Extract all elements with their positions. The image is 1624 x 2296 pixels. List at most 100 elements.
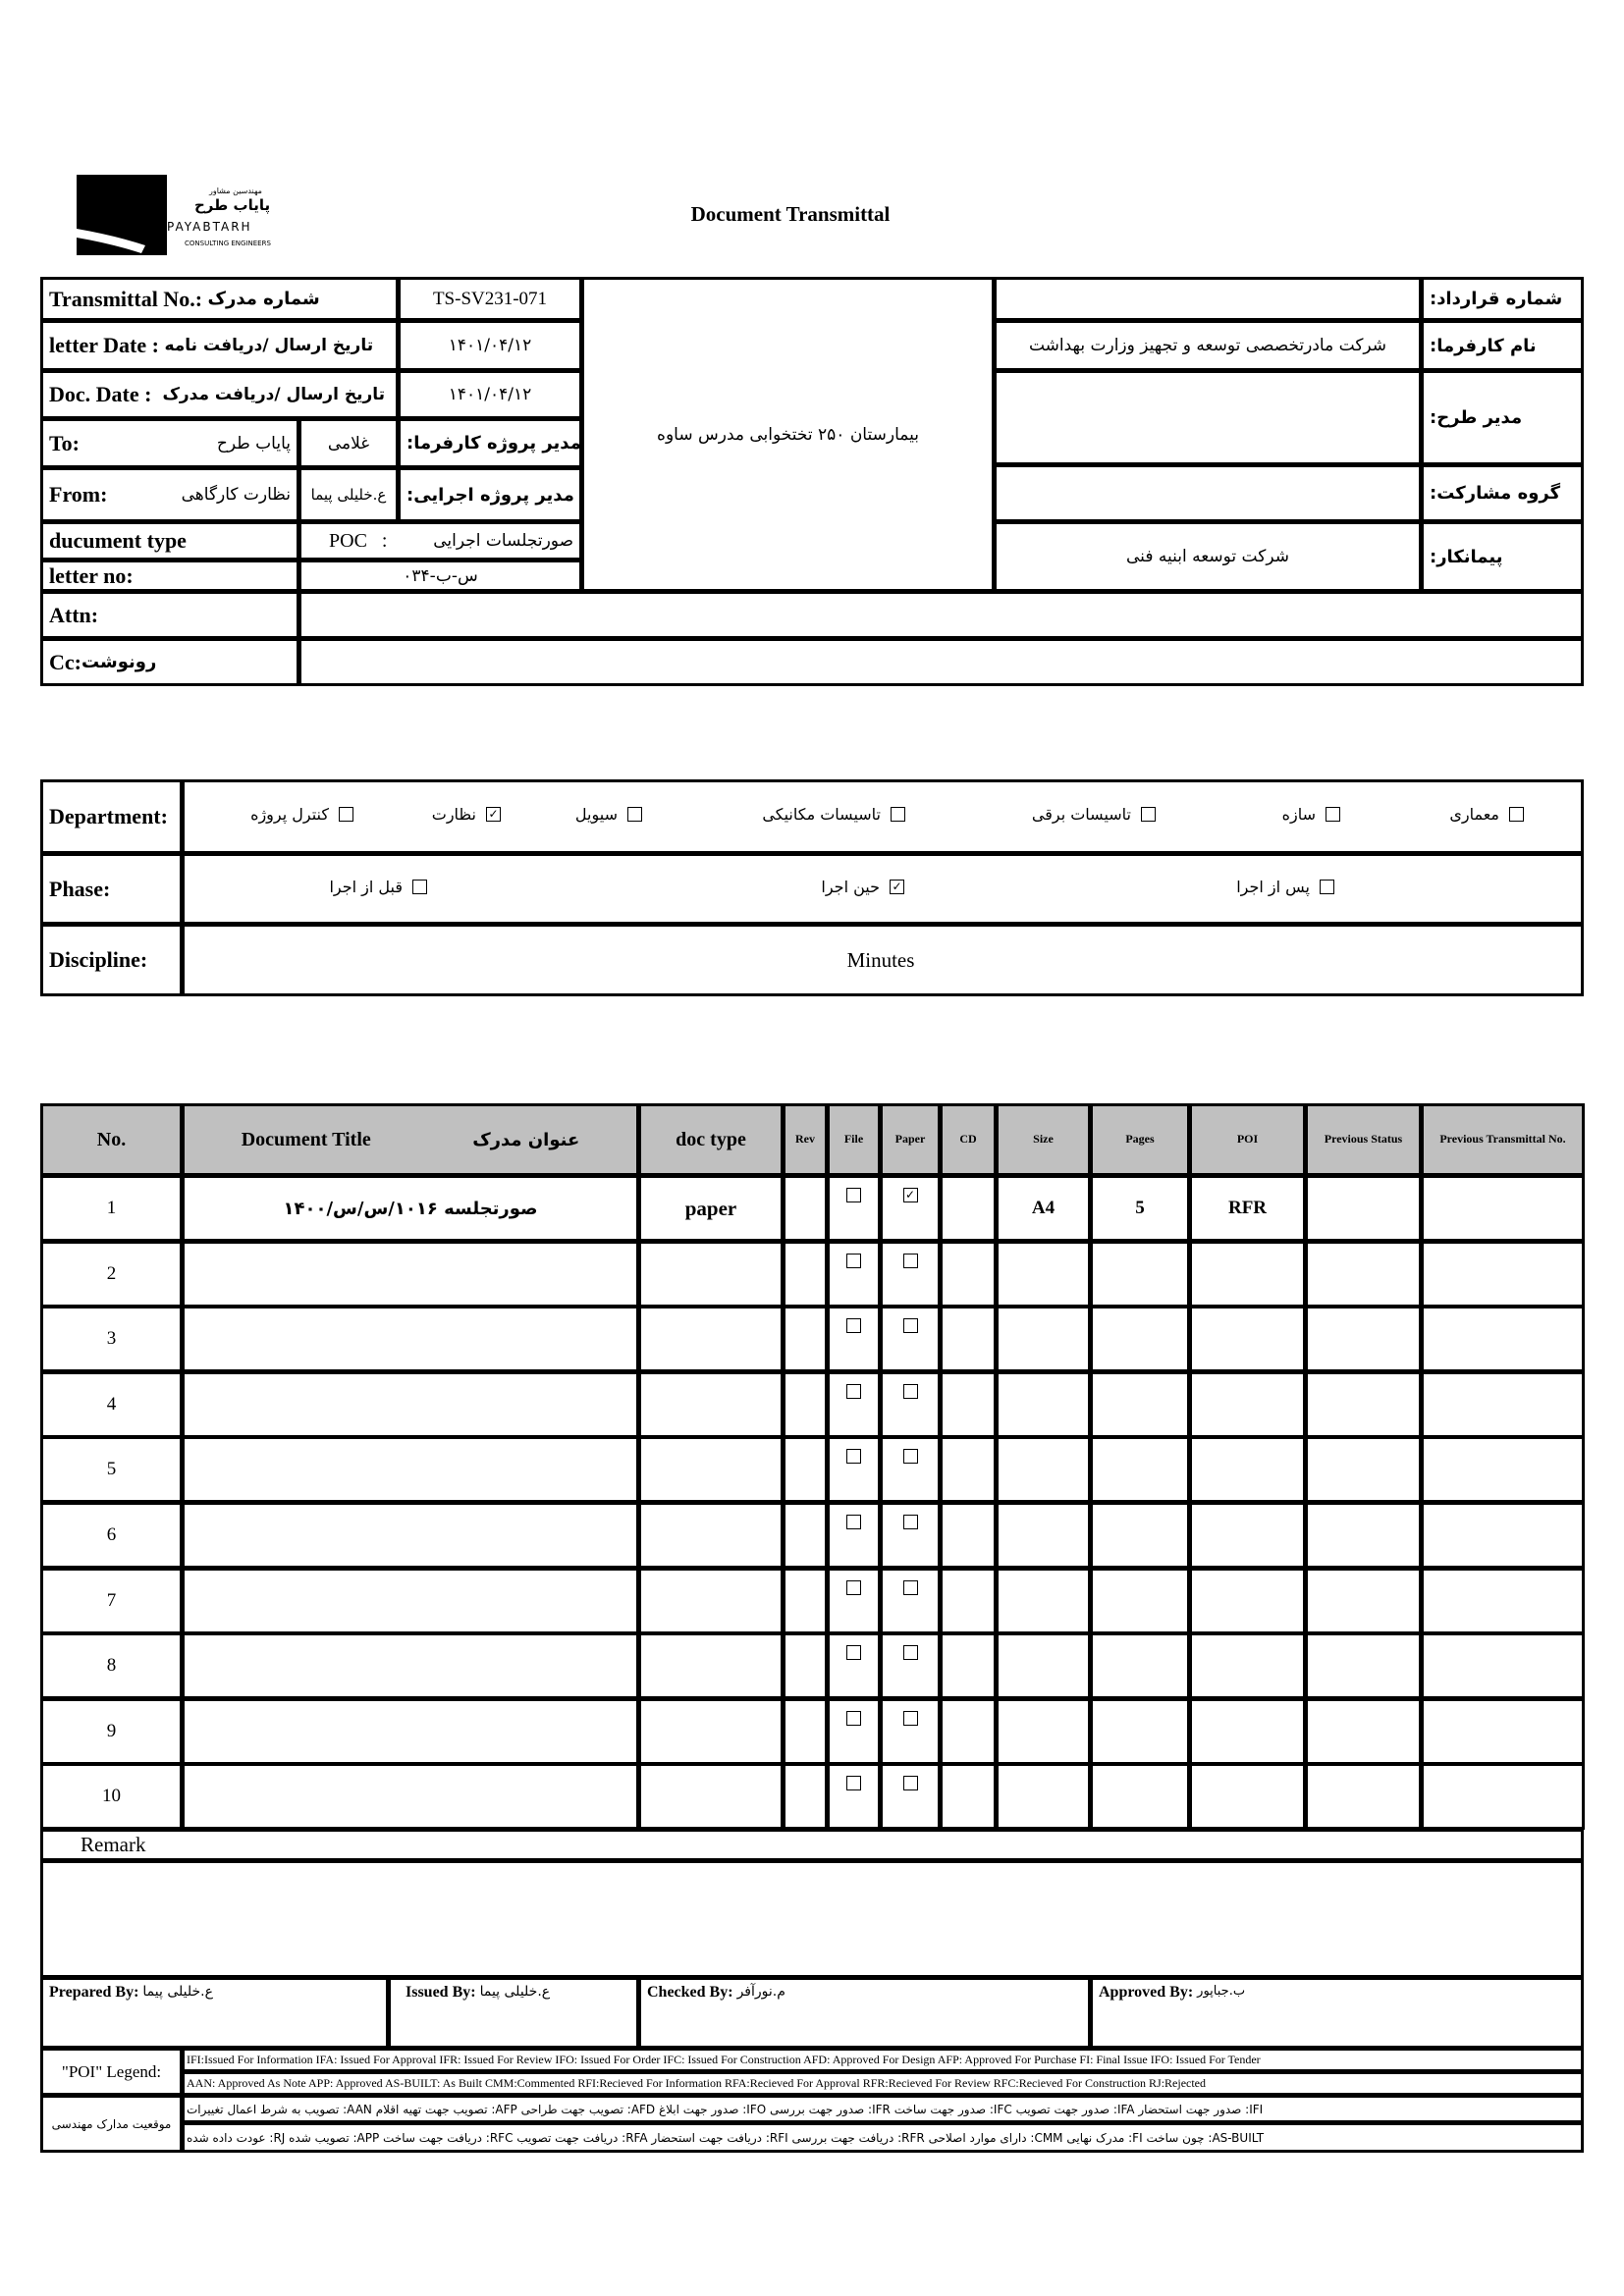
checkbox-icon[interactable] [902, 1384, 918, 1399]
row-4-prev-status [1305, 1371, 1422, 1438]
checkbox-icon[interactable] [1141, 807, 1156, 822]
checkbox-icon[interactable] [846, 1645, 861, 1660]
row-10-paper[interactable] [880, 1763, 941, 1830]
row-3-size [996, 1306, 1091, 1372]
to-label: To: پایاب طرح [40, 418, 299, 468]
department-option[interactable]: کنترل پروژه [250, 805, 353, 824]
checkbox-icon[interactable] [846, 1776, 861, 1790]
row-7-pages [1090, 1568, 1190, 1634]
poi-legend-fa-line-1: IFI: صدور جهت استحضار IFA: صدور جهت تصوی… [182, 2095, 1584, 2123]
row-8-paper[interactable] [880, 1632, 941, 1699]
department-option[interactable]: ✓ نظارت [432, 805, 501, 824]
row-7-paper[interactable] [880, 1568, 941, 1634]
issued-name: ع.خلیلی پیما [479, 1984, 551, 2000]
row-3-doc-type [638, 1306, 784, 1372]
row-5-file[interactable] [827, 1436, 881, 1503]
plan-manager-value [994, 370, 1422, 465]
row-10-poi [1189, 1763, 1306, 1830]
exec-pm-label: مدیر پروژه اجرایی: [398, 467, 582, 522]
doc-date-label: Doc. Date : تاریخ ارسال /دریافت مدرک [40, 370, 399, 419]
row-7-no: 7 [40, 1568, 183, 1634]
checkbox-icon[interactable] [846, 1449, 861, 1464]
checkbox-icon[interactable] [902, 1254, 918, 1268]
row-2-pages [1090, 1241, 1190, 1308]
row-9-paper[interactable] [880, 1698, 941, 1765]
checkbox-checked-icon[interactable]: ✓ [486, 807, 501, 822]
row-3-file[interactable] [827, 1306, 881, 1372]
row-8-file[interactable] [827, 1632, 881, 1699]
row-4-file[interactable] [827, 1371, 881, 1438]
checkbox-icon[interactable] [846, 1254, 861, 1268]
checkbox-icon[interactable] [902, 1449, 918, 1464]
department-option[interactable]: تاسیسات مکانیکی [762, 805, 905, 824]
checkbox-icon[interactable] [902, 1711, 918, 1726]
row-6-prev-transmittal [1421, 1502, 1585, 1569]
checkbox-icon[interactable] [846, 1188, 861, 1202]
checkbox-checked-icon[interactable]: ✓ [902, 1188, 918, 1202]
checkbox-icon[interactable] [891, 807, 905, 822]
label-en: Cc: [49, 649, 81, 674]
row-9-file[interactable] [827, 1698, 881, 1765]
department-option[interactable]: سیویل [575, 805, 642, 824]
row-2-prev-status [1305, 1241, 1422, 1308]
row-10-file[interactable] [827, 1763, 881, 1830]
row-8-title [182, 1632, 639, 1699]
logo-en-name: PAYABTARH [167, 220, 252, 234]
row-6-file[interactable] [827, 1502, 881, 1569]
checkbox-icon[interactable] [846, 1318, 861, 1333]
prepared-label: Prepared By: [49, 1984, 139, 2001]
row-5-paper[interactable] [880, 1436, 941, 1503]
row-9-prev-status [1305, 1698, 1422, 1765]
checkbox-icon[interactable] [846, 1580, 861, 1595]
phase-option[interactable]: قبل از اجرا [329, 878, 427, 896]
checkbox-icon[interactable] [627, 807, 642, 822]
row-3-paper[interactable] [880, 1306, 941, 1372]
checkbox-icon[interactable] [846, 1384, 861, 1399]
department-option-label: کنترل پروژه [250, 805, 329, 824]
attn-field[interactable] [298, 591, 1584, 639]
department-option[interactable]: سازه [1282, 805, 1340, 824]
label-en: letter Date : [49, 333, 159, 357]
checkbox-icon[interactable] [1509, 807, 1524, 822]
issued-by: Issued By: ع.خلیلی پیما [388, 1977, 639, 2049]
label-en: Transmittal No.: [49, 286, 203, 311]
poi-legend-fa-line-2: AS-BUILT: چون ساخت FI: مدرک نهایی CMM: د… [182, 2122, 1584, 2153]
checkbox-icon[interactable] [902, 1580, 918, 1595]
phase-option[interactable]: ✓ حین اجرا [821, 878, 904, 896]
row-2-paper[interactable] [880, 1241, 941, 1308]
row-5-title [182, 1436, 639, 1503]
checkbox-icon[interactable] [1326, 807, 1340, 822]
checkbox-icon[interactable] [902, 1645, 918, 1660]
checkbox-checked-icon[interactable]: ✓ [890, 880, 904, 894]
row-10-title [182, 1763, 639, 1830]
row-1-file[interactable] [827, 1175, 881, 1242]
row-1-paper[interactable]: ✓ [880, 1175, 941, 1242]
row-2-rev [783, 1241, 828, 1308]
row-6-paper[interactable] [880, 1502, 941, 1569]
department-option-label: سیویل [574, 805, 618, 824]
row-7-prev-status [1305, 1568, 1422, 1634]
row-7-prev-transmittal [1421, 1568, 1585, 1634]
remark-field[interactable] [40, 1860, 1584, 1978]
checkbox-icon[interactable] [902, 1776, 918, 1790]
row-7-file[interactable] [827, 1568, 881, 1634]
cc-field[interactable] [298, 638, 1584, 686]
poi-legend-line-2: AAN: Approved As Note APP: Approved AS-B… [182, 2071, 1584, 2096]
checkbox-icon[interactable] [1320, 880, 1334, 894]
department-option[interactable]: تاسیسات برقی [1032, 805, 1156, 824]
checkbox-icon[interactable] [902, 1515, 918, 1529]
department-option[interactable]: معماری [1449, 805, 1524, 824]
checkbox-icon[interactable] [902, 1318, 918, 1333]
row-3-prev-status [1305, 1306, 1422, 1372]
checkbox-icon[interactable] [339, 807, 353, 822]
row-2-poi [1189, 1241, 1306, 1308]
remark-label: Remark [40, 1829, 1584, 1861]
label-fa: شماره مدرک [207, 289, 320, 309]
checkbox-icon[interactable] [846, 1711, 861, 1726]
row-4-paper[interactable] [880, 1371, 941, 1438]
row-4-no: 4 [40, 1371, 183, 1438]
phase-option[interactable]: پس از اجرا [1236, 878, 1334, 896]
checkbox-icon[interactable] [846, 1515, 861, 1529]
row-2-file[interactable] [827, 1241, 881, 1308]
checkbox-icon[interactable] [412, 880, 427, 894]
